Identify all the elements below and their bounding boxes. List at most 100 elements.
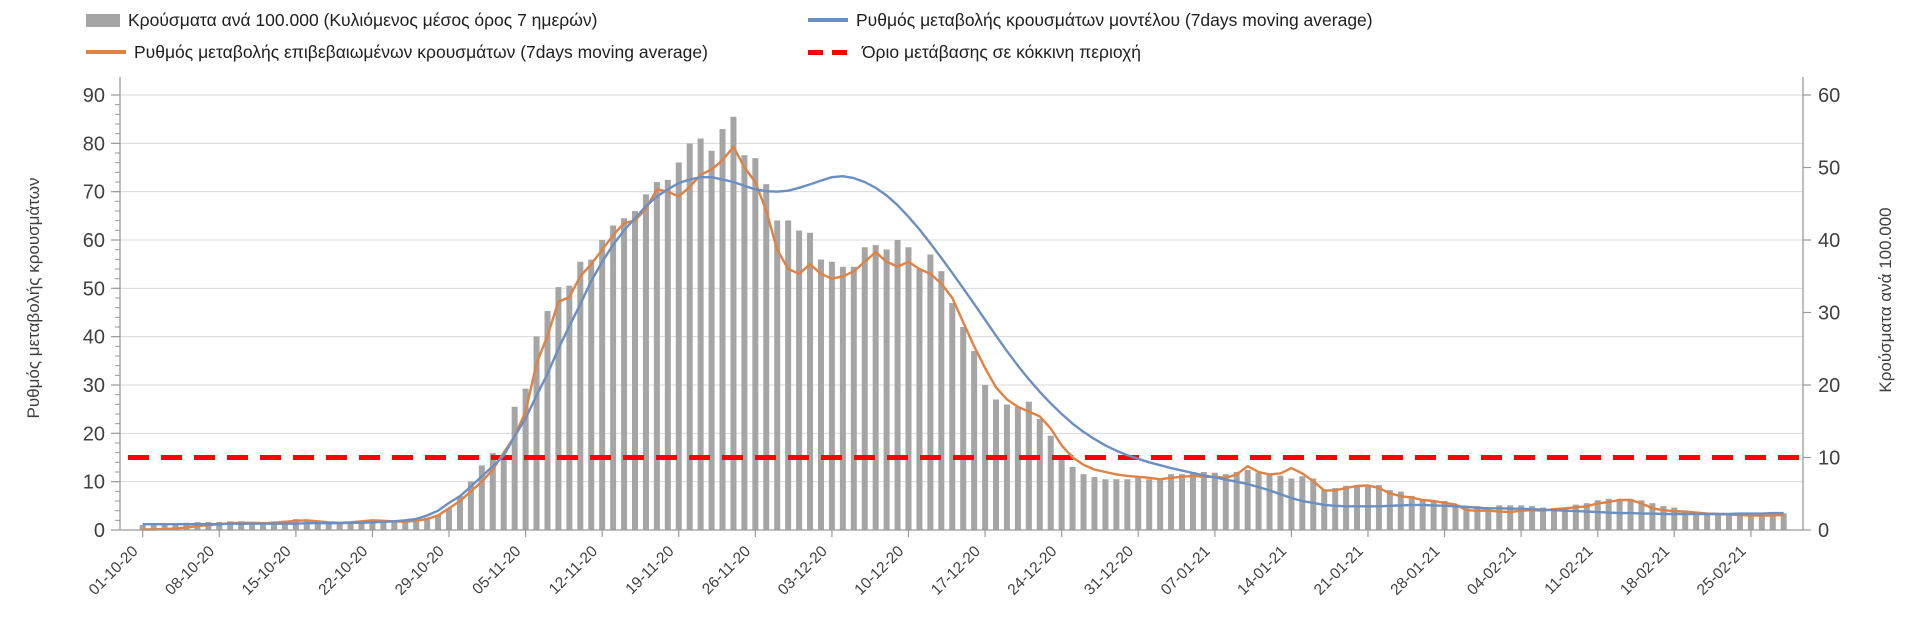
- legend-item-model-rate: Ρυθμός μεταβολής κρουσμάτων μοντέλου (7d…: [808, 8, 1373, 32]
- bar: [314, 520, 321, 530]
- left-tick-label: 30: [83, 375, 105, 397]
- bar: [632, 211, 638, 530]
- bar: [1135, 477, 1142, 530]
- bar: [369, 522, 376, 530]
- x-tick-label: 25-02-21: [1694, 543, 1750, 599]
- bar: [1682, 510, 1689, 530]
- x-tick-label: 29-10-20: [392, 543, 448, 599]
- bar: [1299, 476, 1306, 530]
- bar: [325, 522, 332, 530]
- line-swatch-icon: [86, 50, 126, 54]
- bar: [336, 522, 343, 530]
- bar: [861, 247, 868, 530]
- right-tick-label: 60: [1818, 85, 1840, 107]
- bar: [1332, 487, 1339, 530]
- bar: [588, 259, 595, 530]
- bar: [730, 116, 737, 530]
- bar: [1529, 506, 1536, 530]
- bar: [227, 521, 234, 530]
- legend-label: Κρούσματα ανά 100.000 (Κυλιόμενος μέσος …: [128, 9, 598, 30]
- bar: [478, 465, 485, 530]
- bar: [1769, 513, 1776, 530]
- bar: [1014, 406, 1021, 530]
- x-tick-label: 04-02-21: [1464, 543, 1520, 599]
- bar: [719, 129, 726, 530]
- legend-item-cases-bars: Κρούσματα ανά 100.000 (Κυλιόμενος μέσος …: [86, 8, 597, 32]
- legend-item-confirmed-rate: Ρυθμός μεταβολής επιβεβαιωμένων κρουσμάτ…: [86, 40, 708, 64]
- left-tick-label: 0: [94, 520, 105, 542]
- bar: [544, 311, 551, 530]
- bar: [807, 232, 814, 530]
- bar: [1408, 495, 1415, 530]
- bar: [1102, 479, 1109, 530]
- legend-item-red-threshold: Όριο μετάβασης σε κόκκινη περιοχή: [808, 40, 1141, 64]
- bar: [599, 240, 606, 530]
- bar: [1627, 498, 1634, 530]
- bar: [971, 350, 978, 530]
- bar: [380, 521, 387, 530]
- dashed-line-swatch-icon: [808, 49, 854, 55]
- bar: [511, 406, 518, 530]
- x-tick-label: 28-01-21: [1387, 543, 1443, 599]
- bar: [1036, 419, 1043, 530]
- bar: [949, 303, 956, 530]
- bar-swatch-icon: [86, 13, 120, 27]
- x-tick-label: 10-12-20: [851, 543, 907, 599]
- line-swatch-icon: [808, 18, 848, 22]
- x-tick-label: 24-12-20: [1005, 543, 1061, 599]
- bar: [260, 522, 267, 530]
- bar: [1441, 501, 1448, 530]
- bar: [1244, 469, 1251, 530]
- bar: [1561, 507, 1568, 530]
- bar: [664, 179, 671, 530]
- bar: [446, 508, 453, 530]
- bar: [1540, 507, 1547, 530]
- bar: [358, 521, 365, 530]
- bar: [424, 517, 431, 530]
- bar: [1233, 472, 1240, 530]
- bar: [1704, 512, 1711, 530]
- bar: [1649, 503, 1656, 530]
- bar: [456, 495, 463, 530]
- right-tick-label: 20: [1818, 375, 1840, 397]
- left-tick-label: 10: [83, 472, 105, 494]
- bar: [1496, 505, 1503, 530]
- bar: [938, 271, 945, 530]
- bar: [1222, 474, 1229, 530]
- bar: [270, 521, 277, 530]
- bar: [391, 520, 398, 530]
- x-tick-label: 31-12-20: [1081, 543, 1137, 599]
- bar: [642, 194, 649, 530]
- bar: [1179, 474, 1185, 530]
- bar: [905, 247, 912, 530]
- bar: [489, 453, 496, 530]
- x-tick-label: 22-10-20: [315, 543, 371, 599]
- bar: [1726, 514, 1732, 530]
- left-axis-title: Ρυθμός μεταβολής κρουσμάτων: [24, 177, 43, 419]
- bar: [1518, 505, 1525, 530]
- bar: [1255, 472, 1262, 530]
- x-tick-label: 21-01-21: [1311, 543, 1367, 599]
- bar: [621, 218, 628, 530]
- bar: [1463, 506, 1470, 530]
- bar: [1113, 479, 1120, 530]
- bar: [1507, 505, 1514, 530]
- bar: [249, 522, 256, 530]
- x-tick-label: 18-02-21: [1617, 543, 1673, 599]
- bar: [916, 269, 923, 530]
- legend-label: Ρυθμός μεταβολής επιβεβαιωμένων κρουσμάτ…: [134, 41, 708, 62]
- bar: [1211, 472, 1218, 530]
- x-tick-label: 15-10-20: [239, 543, 295, 599]
- bar: [347, 522, 354, 530]
- x-tick-label: 11-02-21: [1541, 543, 1596, 598]
- bar: [1583, 503, 1590, 530]
- bar: [1003, 404, 1010, 530]
- bar: [828, 261, 835, 530]
- bar: [533, 336, 540, 530]
- bar: [1715, 513, 1722, 530]
- left-tick-label: 80: [83, 133, 105, 155]
- bar: [161, 524, 168, 530]
- bar: [1277, 475, 1284, 530]
- bar: [1660, 506, 1667, 530]
